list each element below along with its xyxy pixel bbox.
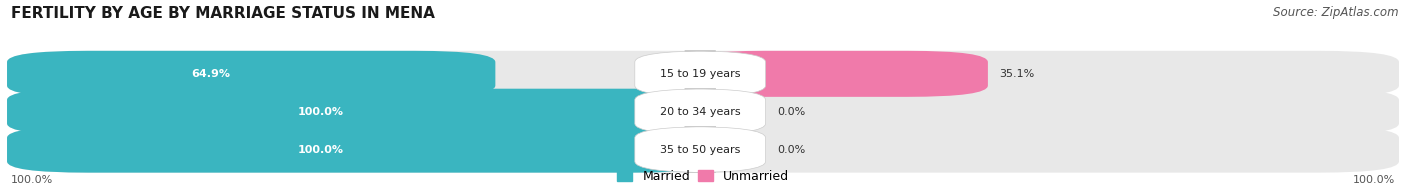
FancyBboxPatch shape [685,51,988,97]
FancyBboxPatch shape [7,51,1399,97]
Text: 20 to 34 years: 20 to 34 years [659,107,741,117]
FancyBboxPatch shape [7,62,1399,86]
Text: 100.0%: 100.0% [298,145,344,155]
FancyBboxPatch shape [7,138,1399,161]
FancyBboxPatch shape [636,51,766,97]
Text: 100.0%: 100.0% [11,175,53,185]
Text: FERTILITY BY AGE BY MARRIAGE STATUS IN MENA: FERTILITY BY AGE BY MARRIAGE STATUS IN M… [11,6,434,21]
Text: 0.0%: 0.0% [776,145,806,155]
FancyBboxPatch shape [636,89,766,135]
Text: 0.0%: 0.0% [776,107,806,117]
FancyBboxPatch shape [636,127,766,173]
Text: 100.0%: 100.0% [298,107,344,117]
Text: 100.0%: 100.0% [1353,175,1395,185]
FancyBboxPatch shape [7,127,1399,173]
Text: 15 to 19 years: 15 to 19 years [659,69,741,79]
FancyBboxPatch shape [7,89,716,135]
Text: Source: ZipAtlas.com: Source: ZipAtlas.com [1274,6,1399,19]
Text: 64.9%: 64.9% [191,69,231,79]
Text: 35.1%: 35.1% [1000,69,1035,79]
FancyBboxPatch shape [7,127,716,173]
FancyBboxPatch shape [7,89,1399,135]
Legend: Married, Unmarried: Married, Unmarried [612,165,794,188]
FancyBboxPatch shape [7,100,1399,123]
Text: 35 to 50 years: 35 to 50 years [659,145,741,155]
FancyBboxPatch shape [7,51,495,97]
